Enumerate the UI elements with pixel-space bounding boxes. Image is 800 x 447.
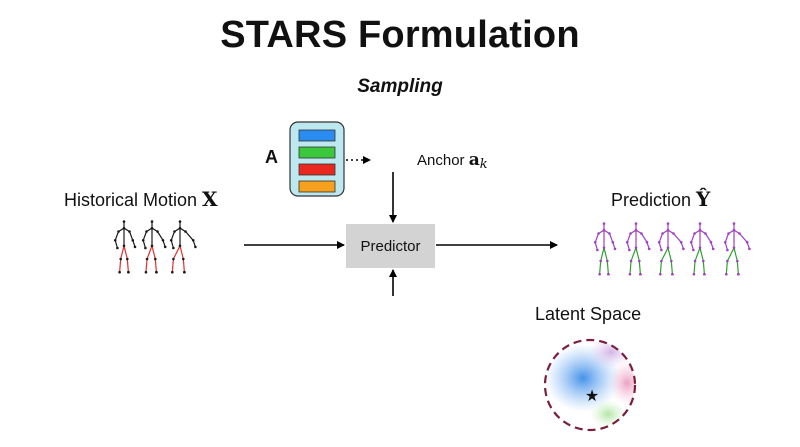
predictor-label: Predictor xyxy=(360,237,421,255)
historical-motion-skeletons xyxy=(113,220,197,274)
anchor-label-subscript: k xyxy=(479,157,488,172)
future-skeleton-3 xyxy=(657,222,685,276)
anchor-panel xyxy=(289,121,345,197)
anchor-bar-1 xyxy=(298,129,336,142)
latent-space-border xyxy=(543,338,637,432)
subtitle: Sampling xyxy=(357,76,443,97)
anchor-label-text: Anchor xyxy=(417,152,469,169)
anchor-set-symbol: A xyxy=(265,147,278,167)
anchor-bar-4 xyxy=(298,180,336,193)
prediction-label: Prediction Ŷ xyxy=(611,187,710,211)
prediction-symbol: Ŷ xyxy=(696,187,711,211)
future-skeleton-5 xyxy=(723,222,751,276)
historical-motion-symbol: X xyxy=(202,187,218,211)
predicted-motion-skeletons xyxy=(593,222,751,276)
future-skeleton-2 xyxy=(625,222,651,276)
latent-space-label: Latent Space xyxy=(535,304,642,324)
anchor-bar-2 xyxy=(298,146,336,159)
latent-blob-pink xyxy=(609,361,635,405)
future-skeleton-4 xyxy=(689,222,715,276)
past-skeleton-3 xyxy=(169,220,197,274)
past-skeleton-2 xyxy=(141,220,167,274)
historical-motion-text: Historical Motion xyxy=(64,190,203,210)
latent-space-circle: ★ xyxy=(543,338,637,432)
future-skeleton-1 xyxy=(593,222,617,276)
historical-motion-label: Historical Motion X xyxy=(64,187,218,211)
anchor-label-symbol: a xyxy=(468,150,480,170)
page-title: STARS Formulation xyxy=(220,14,580,56)
past-skeleton-1 xyxy=(113,220,137,274)
predictor-box: Predictor xyxy=(346,224,435,268)
sampled-point-star-icon: ★ xyxy=(585,386,599,405)
prediction-text: Prediction xyxy=(611,190,697,210)
anchor-label: Anchor ak xyxy=(417,150,488,172)
anchor-bar-3 xyxy=(298,163,336,176)
